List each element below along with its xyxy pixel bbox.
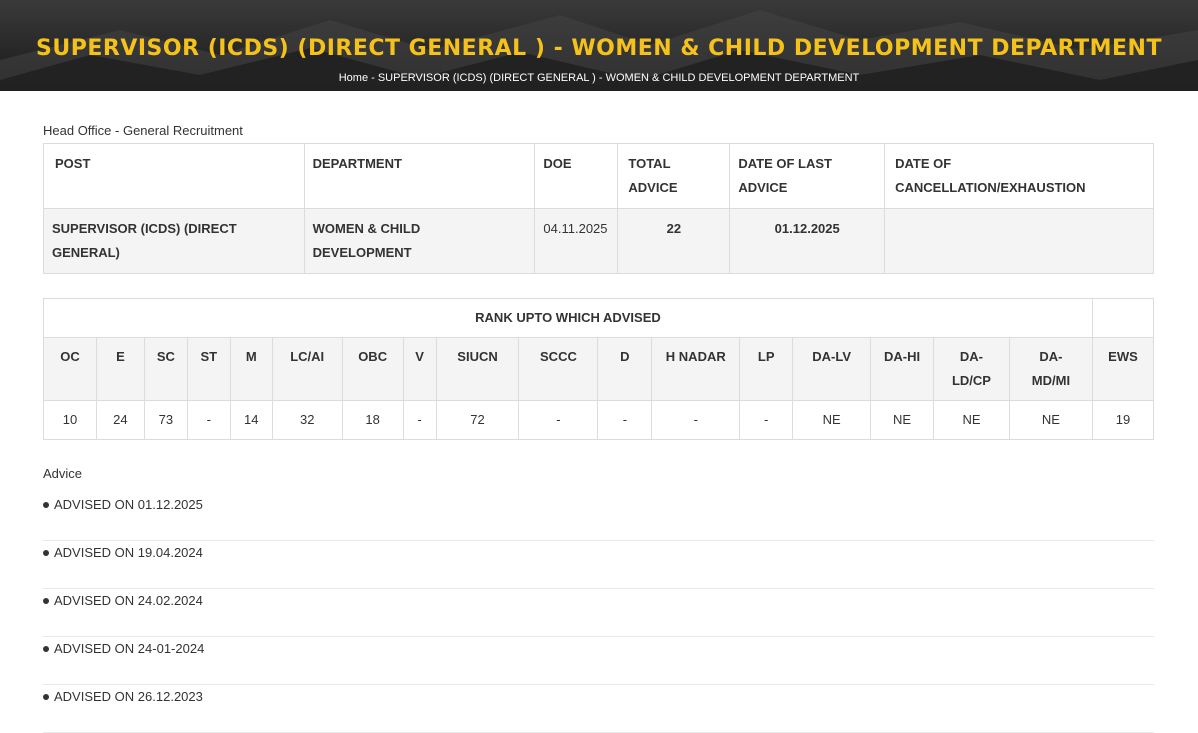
value-siucn: 72 [435, 400, 520, 440]
code-ews: EWS [1091, 337, 1155, 401]
code-lc-ai: LC/AI [271, 337, 343, 401]
list-item: ADVISED ON 01.12.2025 [43, 493, 1154, 541]
value-ews: 19 [1091, 400, 1155, 440]
rank-table-title: RANK UPTO WHICH ADVISED [43, 298, 1093, 338]
bullet-icon [43, 597, 49, 604]
code-d: D [597, 337, 653, 401]
code-da-hi: DA-HI [870, 337, 934, 401]
office-label: Head Office - General Recruitment [43, 123, 243, 138]
header-date-last-advice: DATE OF LAST ADVICE [729, 143, 886, 209]
value-sccc: - [518, 400, 599, 440]
table-row: SUPERVISOR (ICDS) (DIRECT GENERAL) WOMEN… [43, 208, 1154, 274]
value-m: 14 [229, 400, 273, 440]
post-details-table: POST DEPARTMENT DOE TOTAL ADVICE DATE OF… [43, 143, 1154, 274]
header-total-advice: TOTAL ADVICE [617, 143, 731, 209]
main-content: Head Office - General Recruitment POST D… [43, 91, 1155, 733]
bullet-icon [43, 693, 49, 700]
code-da-md-mi: DA-MD/MI [1008, 337, 1093, 401]
value-da-ld-cp: NE [932, 400, 1010, 440]
cell-date-cancellation [884, 208, 1154, 274]
mountain-background [0, 10, 1198, 91]
list-item: ADVISED ON 24.02.2024 [43, 589, 1154, 637]
rank-codes-row: OC E SC ST M LC/AI OBC V SIUCN SCCC D H … [43, 337, 1155, 401]
value-h-nadar: - [651, 400, 741, 440]
code-siucn: SIUCN [435, 337, 520, 401]
table-header-row: POST DEPARTMENT DOE TOTAL ADVICE DATE OF… [43, 143, 1154, 209]
cell-doe: 04.11.2025 [534, 208, 619, 274]
value-sc: 73 [143, 400, 188, 440]
bullet-icon [43, 549, 49, 556]
advice-link[interactable]: ADVISED ON 24.02.2024 [54, 593, 203, 608]
advice-link[interactable]: ADVISED ON 26.12.2023 [54, 689, 203, 704]
value-st: - [186, 400, 231, 440]
value-v: - [402, 400, 437, 440]
breadcrumb-current: - SUPERVISOR (ICDS) (DIRECT GENERAL ) - … [368, 72, 860, 84]
cell-total-advice: 22 [617, 208, 731, 274]
cell-department: WOMEN & CHILD DEVELOPMENT [303, 208, 536, 274]
advice-list: ADVISED ON 01.12.2025 ADVISED ON 19.04.2… [43, 493, 1154, 733]
cell-date-last-advice: 01.12.2025 [729, 208, 886, 274]
code-lp: LP [739, 337, 794, 401]
page-title: SUPERVISOR (ICDS) (DIRECT GENERAL ) - WO… [36, 36, 1162, 61]
value-da-lv: NE [792, 400, 872, 440]
page-banner: SUPERVISOR (ICDS) (DIRECT GENERAL ) - WO… [0, 0, 1198, 91]
value-da-hi: NE [870, 400, 934, 440]
header-post: POST [43, 143, 305, 209]
value-obc: 18 [341, 400, 404, 440]
advice-link[interactable]: ADVISED ON 01.12.2025 [54, 497, 203, 512]
header-date-cancellation: DATE OF CANCELLATION/EXHAUSTION [884, 143, 1154, 209]
breadcrumb-home-link[interactable]: Home [338, 72, 369, 84]
code-h-nadar: H NADAR [651, 337, 741, 401]
code-obc: OBC [341, 337, 404, 401]
code-sccc: SCCC [518, 337, 599, 401]
cell-post: SUPERVISOR (ICDS) (DIRECT GENERAL) [43, 208, 305, 274]
rank-title-row: RANK UPTO WHICH ADVISED [43, 298, 1155, 338]
value-lc-ai: 32 [271, 400, 343, 440]
code-da-lv: DA-LV [792, 337, 872, 401]
code-e: E [95, 337, 145, 401]
list-item: ADVISED ON 26.12.2023 [43, 685, 1154, 733]
breadcrumb: Home - SUPERVISOR (ICDS) (DIRECT GENERAL… [0, 72, 1198, 84]
value-lp: - [739, 400, 794, 440]
bullet-icon [43, 645, 49, 652]
code-sc: SC [143, 337, 188, 401]
list-item: ADVISED ON 19.04.2024 [43, 541, 1154, 589]
advice-link[interactable]: ADVISED ON 19.04.2024 [54, 545, 203, 560]
rank-table: RANK UPTO WHICH ADVISED OC E SC ST M LC/… [43, 298, 1155, 440]
code-st: ST [186, 337, 231, 401]
advice-label: Advice [43, 466, 83, 481]
header-department: DEPARTMENT [303, 143, 536, 209]
header-doe: DOE [534, 143, 619, 209]
value-e: 24 [95, 400, 145, 440]
code-v: V [402, 337, 437, 401]
code-oc: OC [43, 337, 97, 401]
code-m: M [229, 337, 273, 401]
value-oc: 10 [43, 400, 97, 440]
value-da-md-mi: NE [1008, 400, 1093, 440]
advice-link[interactable]: ADVISED ON 24-01-2024 [54, 641, 205, 656]
list-item: ADVISED ON 24-01-2024 [43, 637, 1154, 685]
rank-title-spacer [1091, 298, 1155, 338]
code-da-ld-cp: DA-LD/CP [932, 337, 1010, 401]
rank-values-row: 10 24 73 - 14 32 18 - 72 - - - - NE NE N… [43, 400, 1155, 440]
bullet-icon [43, 501, 49, 508]
value-d: - [597, 400, 653, 440]
